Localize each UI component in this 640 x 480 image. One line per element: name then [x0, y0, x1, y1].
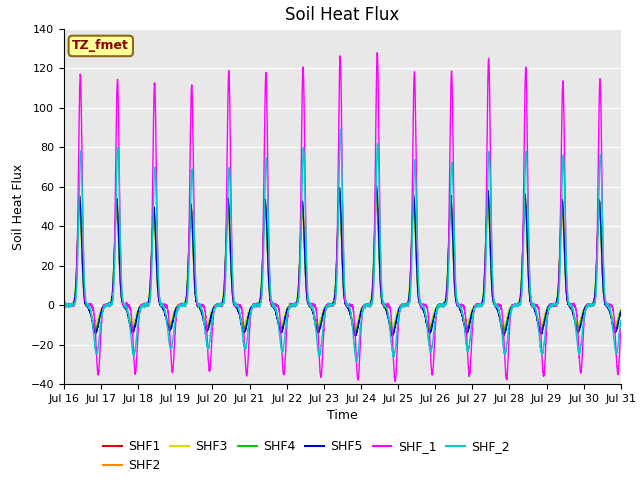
SHF_2 [436, 302, 444, 308]
SHF4 [436, 302, 444, 308]
SHF3 [388, 325, 396, 331]
SHF1 [372, 188, 380, 193]
SHF5 [322, 305, 330, 311]
SHF5 [616, 310, 624, 316]
SHF3 [617, 307, 625, 312]
SHF5 [160, 308, 168, 313]
SHF_2 [337, 127, 344, 132]
SHF3 [616, 307, 624, 313]
SHF2 [616, 312, 624, 317]
SHF4 [352, 328, 360, 334]
SHF1 [60, 301, 68, 307]
SHF4 [322, 304, 330, 310]
SHF_2 [468, 324, 476, 330]
SHF3 [499, 322, 507, 328]
SHF_2 [617, 318, 625, 324]
SHF3 [322, 304, 330, 310]
SHF5 [617, 310, 625, 315]
SHF5 [388, 333, 396, 339]
SHF_1 [436, 303, 444, 309]
SHF1 [499, 327, 507, 333]
SHF2 [617, 309, 625, 314]
SHF3 [60, 301, 68, 307]
Legend: SHF1, SHF2, SHF3, SHF4, SHF5, SHF_1, SHF_2: SHF1, SHF2, SHF3, SHF4, SHF5, SHF_1, SHF… [98, 435, 515, 477]
SHF3 [160, 307, 168, 312]
SHF3 [468, 309, 476, 315]
SHF2 [436, 301, 444, 307]
SHF2 [468, 313, 476, 319]
SHF2 [160, 307, 168, 312]
SHF4 [468, 312, 476, 318]
SHF4 [60, 301, 68, 307]
SHF_1 [499, 317, 507, 323]
Y-axis label: Soil Heat Flux: Soil Heat Flux [12, 163, 25, 250]
SHF_1 [373, 50, 381, 56]
SHF5 [372, 183, 380, 189]
SHF5 [60, 303, 68, 309]
SHF_2 [322, 308, 330, 314]
SHF_1 [616, 334, 624, 340]
SHF_2 [160, 306, 168, 312]
SHF1 [436, 302, 444, 308]
Text: TZ_fmet: TZ_fmet [72, 39, 129, 52]
Line: SHF2: SHF2 [64, 189, 621, 334]
SHF1 [388, 329, 396, 335]
SHF_1 [60, 302, 68, 308]
SHF_1 [160, 303, 168, 309]
SHF2 [372, 186, 380, 192]
SHF1 [468, 311, 476, 317]
SHF3 [372, 199, 380, 204]
SHF2 [499, 327, 507, 333]
SHF4 [373, 194, 381, 200]
Line: SHF1: SHF1 [64, 191, 621, 332]
Line: SHF3: SHF3 [64, 202, 621, 328]
SHF_2 [60, 303, 68, 309]
SHF_1 [322, 306, 330, 312]
SHF2 [322, 304, 330, 310]
SHF_1 [617, 326, 625, 332]
SHF_2 [499, 341, 507, 347]
SHF_2 [353, 359, 360, 364]
SHF5 [436, 302, 444, 308]
SHF1 [322, 304, 330, 310]
SHF5 [468, 312, 476, 318]
SHF1 [160, 306, 168, 312]
SHF_1 [391, 379, 399, 384]
Line: SHF5: SHF5 [64, 186, 621, 336]
SHF4 [617, 308, 625, 313]
Line: SHF_2: SHF_2 [64, 130, 621, 361]
Line: SHF_1: SHF_1 [64, 53, 621, 382]
Title: Soil Heat Flux: Soil Heat Flux [285, 6, 399, 24]
SHF5 [499, 330, 507, 336]
SHF1 [617, 309, 625, 314]
SHF4 [160, 306, 168, 312]
SHF_1 [468, 345, 476, 350]
SHF2 [389, 331, 397, 337]
SHF3 [436, 302, 444, 308]
SHF1 [616, 310, 624, 315]
SHF_2 [616, 321, 624, 326]
X-axis label: Time: Time [327, 409, 358, 422]
SHF4 [499, 326, 507, 332]
Line: SHF4: SHF4 [64, 197, 621, 331]
SHF2 [60, 302, 68, 308]
SHF4 [616, 310, 624, 316]
